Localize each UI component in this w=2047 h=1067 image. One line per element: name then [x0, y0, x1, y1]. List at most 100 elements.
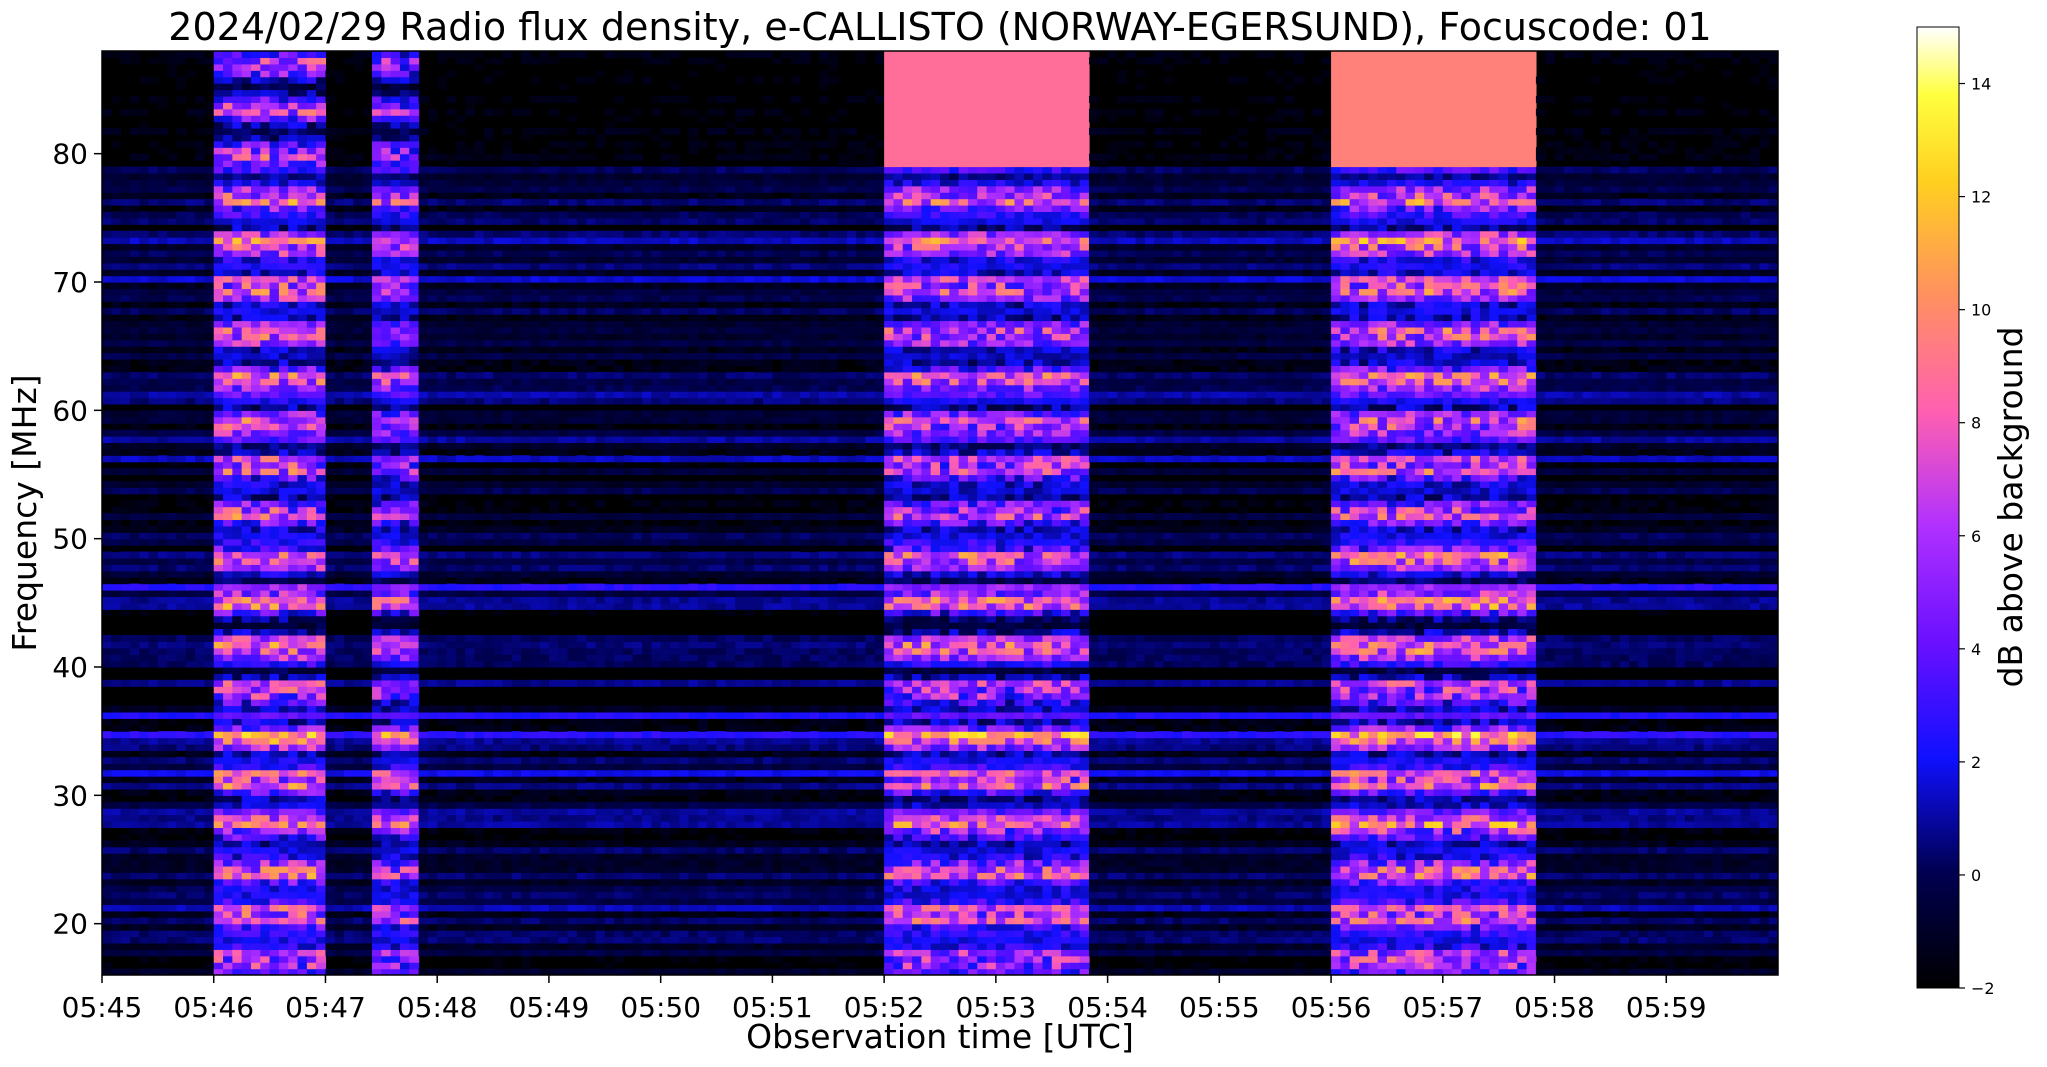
heatmap-cell [204, 513, 215, 521]
heatmap-cell [111, 551, 122, 559]
heatmap-cell [362, 955, 373, 963]
heatmap-cell [381, 262, 392, 270]
heatmap-cell [409, 724, 420, 732]
heatmap-cell [418, 288, 429, 296]
heatmap-cell [409, 365, 420, 373]
heatmap-cell [223, 756, 233, 764]
heatmap-cell [111, 371, 122, 379]
heatmap-cell [185, 249, 196, 257]
heatmap-cell [334, 172, 345, 180]
heatmap-cell [306, 230, 317, 238]
heatmap-cell [195, 891, 206, 899]
heatmap-cell [390, 493, 401, 501]
heatmap-cell [399, 647, 410, 655]
heatmap-cell [306, 249, 317, 257]
heatmap-cell [297, 615, 308, 623]
heatmap-cell [418, 275, 429, 283]
heatmap-cell [213, 654, 224, 662]
heatmap-cell [102, 654, 112, 662]
heatmap-cell [316, 185, 327, 193]
heatmap-cell [455, 179, 466, 187]
heatmap-cell [399, 801, 410, 809]
heatmap-cell [306, 821, 317, 829]
heatmap-cell [223, 391, 233, 399]
heatmap-cell [353, 211, 364, 219]
heatmap-cell [409, 500, 420, 508]
heatmap-cell [427, 551, 438, 559]
heatmap-cell [437, 846, 448, 854]
heatmap-cell [372, 179, 382, 187]
heatmap-cell [195, 878, 206, 886]
heatmap-cell [185, 769, 196, 777]
heatmap-cell [185, 205, 196, 213]
heatmap-cell [409, 692, 420, 700]
heatmap-cell [213, 917, 224, 925]
heatmap-cell [381, 339, 392, 347]
heatmap-cell [129, 288, 140, 296]
heatmap-cell [148, 782, 159, 790]
heatmap-cell [334, 410, 345, 418]
heatmap-cell [241, 872, 252, 880]
heatmap-cell [111, 237, 122, 245]
heatmap-cell [316, 282, 327, 290]
heatmap-cell [232, 846, 243, 854]
heatmap-cell [232, 448, 243, 456]
heatmap-cell [390, 76, 401, 84]
heatmap-cell [409, 660, 420, 668]
heatmap-cell [213, 429, 224, 437]
heatmap-cell [129, 525, 140, 533]
heatmap-cell [353, 634, 364, 642]
heatmap-cell [390, 917, 401, 925]
heatmap-cell [204, 365, 215, 373]
heatmap-cell [316, 391, 327, 399]
heatmap-cell [455, 564, 466, 572]
heatmap-cell [474, 724, 485, 732]
heatmap-cell [306, 95, 317, 103]
heatmap-cell [297, 108, 308, 116]
heatmap-cell [223, 570, 233, 578]
heatmap-cell [250, 51, 261, 59]
heatmap-cell [232, 942, 243, 950]
heatmap-cell [120, 397, 131, 405]
heatmap-cell [437, 731, 448, 739]
heatmap-cell [232, 397, 243, 405]
heatmap-cell [111, 763, 122, 771]
heatmap-cell [306, 403, 317, 411]
heatmap-cell [223, 185, 233, 193]
heatmap-cell [176, 538, 187, 546]
heatmap-cell [204, 262, 215, 270]
heatmap-cell [399, 51, 410, 59]
heatmap-cell [297, 955, 308, 963]
heatmap-cell [195, 140, 206, 148]
heatmap-cell [344, 968, 354, 975]
heatmap-cell [399, 917, 410, 925]
heatmap-cell [409, 711, 420, 719]
heatmap-cell [437, 744, 448, 752]
heatmap-cell [278, 429, 289, 437]
heatmap-cell [334, 371, 345, 379]
heatmap-cell [297, 230, 308, 238]
heatmap-cell [278, 205, 289, 213]
heatmap-cell [185, 910, 196, 918]
heatmap-cell [362, 423, 373, 431]
heatmap-cell [167, 898, 178, 906]
heatmap-cell [288, 917, 299, 925]
heatmap-cell [129, 153, 140, 161]
heatmap-cell [288, 827, 299, 835]
heatmap-cell [232, 583, 243, 591]
heatmap-cell [250, 570, 261, 578]
heatmap-cell [288, 923, 299, 931]
heatmap-cell [399, 403, 410, 411]
heatmap-cell [316, 147, 327, 155]
heatmap-cell [465, 378, 476, 386]
heatmap-cell [372, 718, 382, 726]
heatmap-cell [213, 346, 224, 354]
heatmap-cell [344, 525, 354, 533]
heatmap-cell [437, 249, 448, 257]
heatmap-cell [418, 410, 429, 418]
heatmap-cell [316, 474, 327, 482]
heatmap-cell [418, 936, 429, 944]
heatmap-cell [465, 416, 476, 424]
heatmap-cell [288, 840, 299, 848]
heatmap-cell [250, 262, 261, 270]
